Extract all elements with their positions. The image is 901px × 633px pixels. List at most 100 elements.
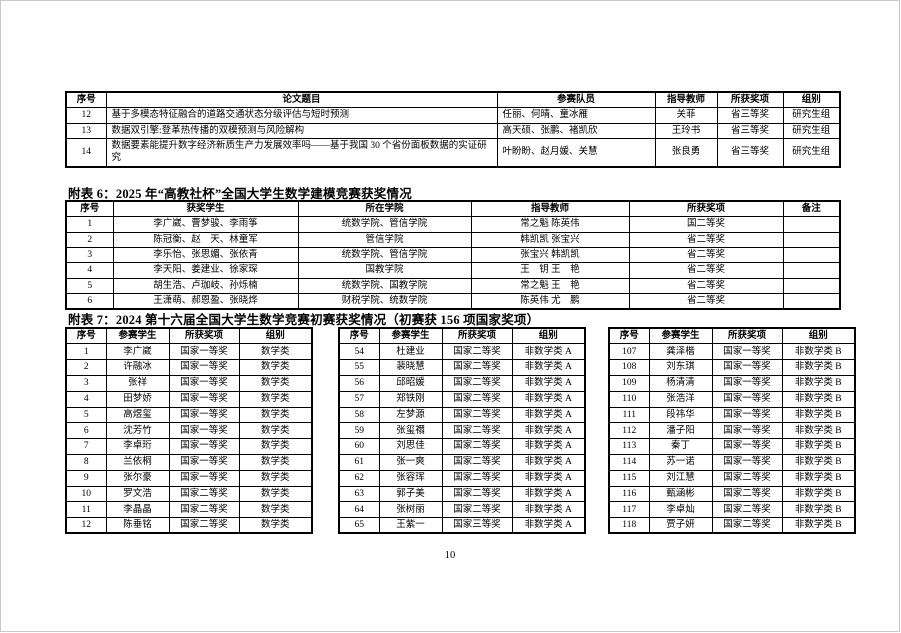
table-cell: 李广崴、曹梦骏、李雨筝 bbox=[112, 216, 299, 233]
table-cell: 国家二等奖 bbox=[441, 485, 513, 503]
table-row: 1 李广崴、曹梦骏、李雨筝 统数学院、管信学院 常之魁 陈英伟 国二等奖 bbox=[65, 216, 841, 233]
table-cell: 研究生组 bbox=[782, 107, 841, 124]
table-cell: 非数学类 B bbox=[781, 406, 856, 424]
table-cell: 非数学类 A bbox=[511, 469, 586, 487]
table-cell: 2 bbox=[65, 359, 107, 376]
column-header: 组别 bbox=[238, 327, 313, 345]
table-cell: 5 bbox=[65, 277, 114, 295]
table-cell: 省三等奖 bbox=[716, 138, 784, 168]
table-row: 113 秦丁 国家一等奖 非数学类 B bbox=[608, 438, 856, 455]
table-cell: 国家二等奖 bbox=[441, 359, 513, 376]
table-cell: 国家二等奖 bbox=[168, 485, 240, 503]
table-cell: 邱昭媛 bbox=[378, 374, 443, 392]
table-cell: 62 bbox=[338, 469, 380, 487]
table-cell: 省二等奖 bbox=[628, 247, 784, 264]
column-header: 所获奖项 bbox=[628, 200, 784, 218]
column-header: 所获奖项 bbox=[711, 327, 783, 345]
math-contest-tables-row: 序号 参赛学生 所获奖项 组别 1 李广崴 国家一等奖 数学类 2 许融冰 国家一等奖 数学类 3 张祥… bbox=[65, 327, 856, 535]
table-cell: 9 bbox=[65, 469, 107, 487]
table-cell: 非数学类 A bbox=[511, 453, 586, 471]
table-cell: 10 bbox=[65, 485, 107, 503]
table-cell: 秦丁 bbox=[648, 438, 713, 455]
table-row: 4 李天阳、姜建业、徐家琛 国教学院王 钥 王 艳省二等奖 bbox=[65, 262, 841, 279]
column-header: 备注 bbox=[782, 200, 841, 218]
column-header: 所在学院 bbox=[297, 200, 472, 218]
table-cell: 李天阳、姜建业、徐家琛 bbox=[112, 262, 299, 279]
table-cell: 李卓灿 bbox=[648, 501, 713, 519]
table-cell: 国家一等奖 bbox=[168, 390, 240, 408]
table-cell: 国教学院 bbox=[297, 262, 472, 279]
table-cell: 非数学类 A bbox=[511, 343, 586, 361]
table-row: 109 杨清清 国家一等奖 非数学类 B bbox=[608, 374, 856, 392]
table-row: 12 陈垂铭 国家二等奖 数学类 bbox=[65, 517, 313, 534]
table-cell: 13 bbox=[65, 122, 107, 140]
table-cell: 58 bbox=[338, 406, 380, 424]
table-cell: 2 bbox=[65, 231, 114, 249]
table-cell: 118 bbox=[608, 517, 650, 534]
table-cell: 国家二等奖 bbox=[441, 406, 513, 424]
table-row: 5 高煜玺 国家一等奖 数学类 bbox=[65, 406, 313, 424]
table-cell: 张一爽 bbox=[378, 453, 443, 471]
table-cell: 管信学院 bbox=[297, 231, 472, 249]
table-cell: 关菲 bbox=[654, 107, 718, 124]
table-row: 61 张一爽 国家二等奖 非数学类 A bbox=[338, 453, 586, 471]
table-row: 14 数据要素能提升数字经济新质生产力发展效率吗——基于我国 30 个省份面板数据… bbox=[65, 138, 841, 168]
table-cell: 非数学类 A bbox=[511, 359, 586, 376]
table-cell: 张良勇 bbox=[654, 138, 718, 168]
table-cell: 12 bbox=[65, 107, 107, 124]
table-cell: 龚泽楷 bbox=[648, 343, 713, 361]
table-cell: 张尔豪 bbox=[105, 469, 170, 487]
table-row: 6 王潇萌、郝恩盈、张晓烨 财税学院、统数学院 陈英伟 尤 鹏省二等奖 bbox=[65, 293, 841, 310]
table-row: 57 郑铁刚 国家二等奖 非数学类 A bbox=[338, 390, 586, 408]
table-cell: 国家二等奖 bbox=[168, 517, 240, 534]
table-row: 13 数据双引擎:登革热传播的双模预测与风险解构 高天硕、张鹏、褚凯欣 王玲书 省三等奖… bbox=[65, 122, 841, 140]
table-cell: 数学类 bbox=[238, 343, 313, 361]
table-row: 60 刘思佳 国家二等奖 非数学类 A bbox=[338, 438, 586, 455]
table-cell: 非数学类 B bbox=[781, 517, 856, 534]
table-cell bbox=[782, 216, 841, 233]
table-body: 1 李广崴 国家一等奖 数学类 2 许融冰 国家一等奖 数学类 3 张祥 国家一等奖 数学类 4 田梦娇国… bbox=[65, 343, 313, 534]
table-cell: 6 bbox=[65, 422, 107, 440]
table-cell: 12 bbox=[65, 517, 107, 534]
table-cell: 国家二等奖 bbox=[441, 343, 513, 361]
table-cell: 数学类 bbox=[238, 374, 313, 392]
table-cell: 财税学院、统数学院 bbox=[297, 293, 472, 310]
math-contest-awards-table-right: 序号 参赛学生 所获奖项 组别 107 龚泽楷 国家一等奖 非数学类 B 108 刘东琪 国家一等… bbox=[608, 327, 856, 535]
table-cell: 14 bbox=[65, 138, 107, 168]
table-cell: 省三等奖 bbox=[716, 107, 784, 124]
table-cell: 国家二等奖 bbox=[441, 453, 513, 471]
column-header: 序号 bbox=[608, 327, 650, 345]
page-number: 10 bbox=[444, 550, 456, 561]
table-cell: 国家二等奖 bbox=[711, 517, 783, 534]
table-header-row: 序号 参赛学生 所获奖项 组别 bbox=[608, 327, 856, 345]
table-cell: 罗文浩 bbox=[105, 485, 170, 503]
table-cell: 裴晓慧 bbox=[378, 359, 443, 376]
table-cell: 张容珲 bbox=[378, 469, 443, 487]
table-cell: 潘子阳 bbox=[648, 422, 713, 440]
table-cell: 国家一等奖 bbox=[711, 390, 783, 408]
table-cell: 非数学类 A bbox=[511, 406, 586, 424]
table-header-row: 序号 参赛学生 所获奖项 组别 bbox=[338, 327, 586, 345]
table-row: 5 胡生浩、卢珈岐、孙烁楠 统数学院、国教学院 常之魁 王 艳省二等奖 bbox=[65, 277, 841, 295]
table-cell: 沈芳竹 bbox=[105, 422, 170, 440]
table-cell: 段祎华 bbox=[648, 406, 713, 424]
table-row: 108 刘东琪 国家一等奖 非数学类 B bbox=[608, 359, 856, 376]
table-row: 7 李卓珩 国家一等奖 数学类 bbox=[65, 438, 313, 455]
table-row: 116 甄涵彬 国家二等奖 非数学类 B bbox=[608, 485, 856, 503]
table-row: 10 罗文浩 国家二等奖 数学类 bbox=[65, 485, 313, 503]
table-cell: 非数学类 B bbox=[781, 469, 856, 487]
table-cell bbox=[782, 293, 841, 310]
table-cell: 国家二等奖 bbox=[441, 390, 513, 408]
table-cell: 刘江慧 bbox=[648, 469, 713, 487]
table-cell: 国家二等奖 bbox=[441, 422, 513, 440]
table-cell: 常之魁 陈英伟 bbox=[470, 216, 630, 233]
table-cell: 张浩洋 bbox=[648, 390, 713, 408]
table-cell: 国家三等奖 bbox=[441, 517, 513, 534]
table-cell: 郑铁刚 bbox=[378, 390, 443, 408]
column-header: 所获奖项 bbox=[716, 91, 784, 109]
column-header: 序号 bbox=[65, 327, 107, 345]
table-cell: 杜建业 bbox=[378, 343, 443, 361]
table-cell: 4 bbox=[65, 390, 107, 408]
table-cell: 李晶晶 bbox=[105, 501, 170, 519]
